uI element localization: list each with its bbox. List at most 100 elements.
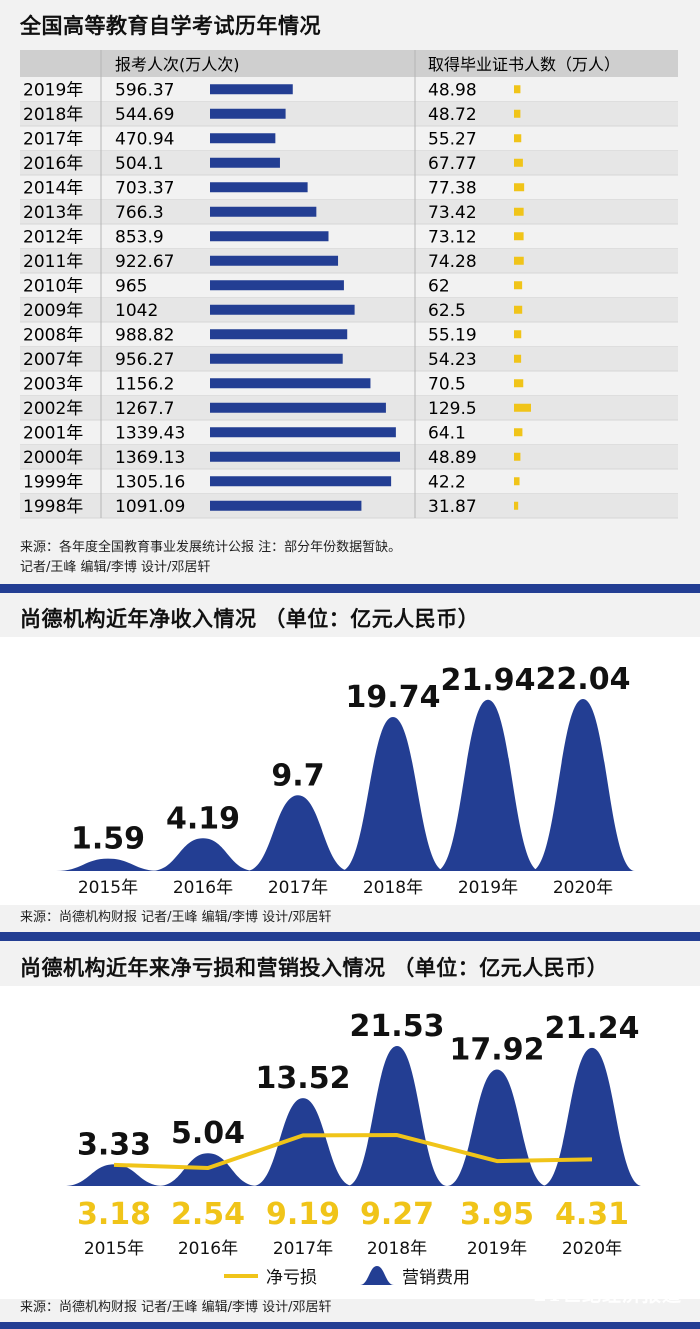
revenue-year: 2017年 bbox=[268, 878, 328, 898]
legend-marketing: 营销费用 bbox=[402, 1268, 470, 1288]
table-row-bg bbox=[20, 101, 678, 126]
net-loss-label: 3.18 bbox=[77, 1197, 151, 1232]
graduates-bar bbox=[514, 305, 523, 314]
table-applicants: 853.9 bbox=[115, 227, 164, 247]
table-graduates: 48.89 bbox=[428, 448, 477, 468]
table-graduates: 64.1 bbox=[428, 423, 466, 443]
brand-logo: 21世纪经济报道 bbox=[534, 1280, 682, 1307]
table-year: 2003年 bbox=[23, 374, 83, 394]
table-graduates: 48.98 bbox=[428, 80, 477, 100]
graduates-bar bbox=[514, 403, 531, 412]
table-applicants: 1042 bbox=[115, 301, 158, 321]
revenue-chart: 1.59 2015年 4.19 2016年 9.7 2017年 19.74 2018年 21.9… bbox=[0, 637, 700, 905]
applicants-bar bbox=[210, 500, 362, 511]
section3-source: 来源：尚德机构财报 记者/王峰 编辑/李博 设计/邓居轩 bbox=[20, 1300, 332, 1315]
applicants-bar bbox=[210, 84, 293, 95]
loss-year: 2019年 bbox=[467, 1239, 527, 1259]
applicants-bar bbox=[210, 329, 348, 340]
marketing-label: 17.92 bbox=[450, 1032, 545, 1067]
brand-cn: 21世纪经济报道 bbox=[533, 1284, 682, 1306]
applicants-bar bbox=[210, 280, 344, 291]
graduates-bar bbox=[514, 183, 525, 192]
marketing-label: 13.52 bbox=[256, 1061, 351, 1096]
revenue-bell bbox=[531, 699, 635, 871]
table-applicants: 988.82 bbox=[115, 325, 174, 345]
applicants-bar bbox=[210, 451, 400, 462]
table-graduates: 42.2 bbox=[428, 472, 466, 492]
marketing-bell bbox=[64, 1164, 164, 1186]
section-divider-2 bbox=[0, 932, 700, 941]
table-graduates: 62 bbox=[428, 276, 450, 296]
table-year: 1998年 bbox=[23, 497, 83, 517]
legend-bell-icon bbox=[360, 1266, 394, 1285]
table-graduates: 73.12 bbox=[428, 227, 477, 247]
table-applicants: 766.3 bbox=[115, 203, 164, 223]
table-year: 2017年 bbox=[23, 129, 83, 149]
revenue-label: 1.59 bbox=[71, 822, 145, 857]
graduates-bar bbox=[514, 109, 521, 118]
graduates-bar bbox=[514, 207, 524, 216]
table-year: 2002年 bbox=[23, 399, 83, 419]
table-applicants: 544.69 bbox=[115, 105, 174, 125]
applicants-bar bbox=[210, 353, 343, 364]
marketing-label: 5.04 bbox=[171, 1116, 245, 1151]
loss-year: 2020年 bbox=[562, 1239, 622, 1259]
applicants-bar bbox=[210, 476, 392, 487]
applicants-bar bbox=[210, 133, 276, 144]
revenue-label: 19.74 bbox=[346, 680, 441, 715]
loss-year: 2018年 bbox=[367, 1239, 427, 1259]
graduates-bar bbox=[514, 134, 522, 143]
revenue-year: 2019年 bbox=[458, 878, 518, 898]
revenue-year: 2015年 bbox=[78, 878, 138, 898]
loss-year: 2015年 bbox=[84, 1239, 144, 1259]
table-graduates: 55.27 bbox=[428, 129, 477, 149]
graduates-bar bbox=[514, 330, 522, 339]
revenue-year: 2016年 bbox=[173, 878, 233, 898]
applicants-bar bbox=[210, 427, 396, 438]
table-row-bg bbox=[20, 346, 678, 371]
table-applicants: 1156.2 bbox=[115, 374, 174, 394]
revenue-label: 22.04 bbox=[536, 662, 631, 697]
revenue-label: 9.7 bbox=[271, 758, 324, 793]
table-year: 2012年 bbox=[23, 227, 83, 247]
revenue-bell bbox=[151, 838, 255, 871]
table-year: 2009年 bbox=[23, 301, 83, 321]
table-applicants: 504.1 bbox=[115, 154, 164, 174]
table-row-bg bbox=[20, 150, 678, 175]
table-applicants: 1369.13 bbox=[115, 448, 185, 468]
net-loss-label: 9.27 bbox=[360, 1197, 434, 1232]
revenue-label: 21.94 bbox=[441, 663, 536, 698]
graduates-bar bbox=[514, 477, 520, 486]
loss-year: 2017年 bbox=[273, 1239, 333, 1259]
table-graduates: 70.5 bbox=[428, 374, 466, 394]
table-applicants: 703.37 bbox=[115, 178, 174, 198]
table-year: 2014年 bbox=[23, 178, 83, 198]
revenue-year: 2018年 bbox=[363, 878, 423, 898]
revenue-bell bbox=[341, 716, 445, 871]
table-graduates: 77.38 bbox=[428, 178, 477, 198]
applicants-bar bbox=[210, 182, 308, 193]
marketing-label: 21.24 bbox=[545, 1011, 640, 1046]
graduates-bar bbox=[514, 452, 521, 461]
table-year: 2007年 bbox=[23, 350, 83, 370]
table-year: 1999年 bbox=[23, 472, 83, 492]
applicants-bar bbox=[210, 231, 329, 242]
table-graduates: 73.42 bbox=[428, 203, 477, 223]
applicants-bar bbox=[210, 378, 371, 389]
graduates-bar bbox=[514, 281, 523, 290]
table-applicants: 965 bbox=[115, 276, 147, 296]
applicants-bar bbox=[210, 157, 280, 168]
table-graduates: 48.72 bbox=[428, 105, 477, 125]
marketing-bell bbox=[347, 1046, 447, 1186]
net-loss-label: 4.31 bbox=[555, 1197, 629, 1232]
graduates-bar bbox=[514, 85, 521, 94]
marketing-label: 3.33 bbox=[77, 1127, 151, 1162]
net-loss-label: 9.19 bbox=[266, 1197, 340, 1232]
bottom-bar bbox=[0, 1322, 700, 1329]
table-applicants: 922.67 bbox=[115, 252, 174, 272]
table-year: 2019年 bbox=[23, 80, 83, 100]
revenue-year: 2020年 bbox=[553, 878, 613, 898]
graduates-bar bbox=[514, 379, 524, 388]
section1-credits: 记者/王峰 编辑/李博 设计/邓居轩 bbox=[20, 560, 211, 575]
